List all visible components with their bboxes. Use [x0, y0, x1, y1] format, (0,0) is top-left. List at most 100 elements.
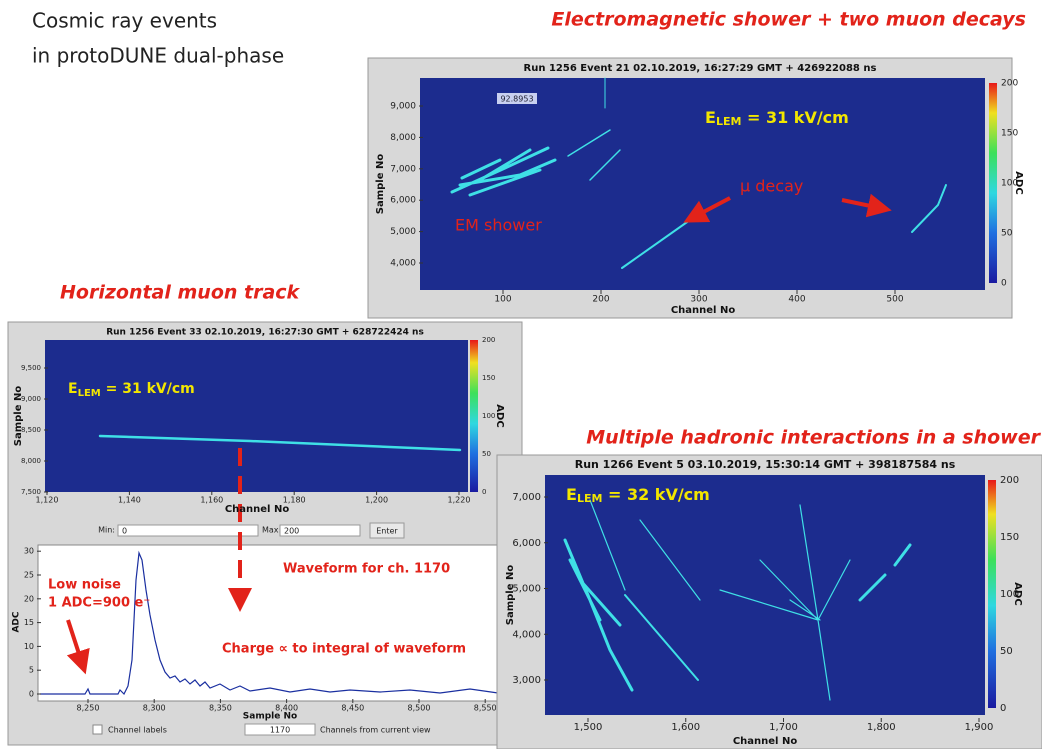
field-label: ELEM = 31 kV/cm	[68, 381, 195, 399]
y-tick-label: 15	[24, 618, 34, 627]
tracks	[450, 77, 947, 269]
field-symbol: E	[566, 485, 577, 504]
x-tick-label: 1,200	[365, 496, 388, 505]
x-tick-label: 1,160	[200, 496, 223, 505]
y-axis-label: ADC	[12, 611, 22, 632]
panel-heading: Multiple hadronic interactions in a show…	[586, 427, 1041, 449]
annotation: µ decay	[740, 177, 803, 196]
x-tick-label: 200	[592, 295, 609, 305]
x-tick-label: 1,120	[36, 496, 59, 505]
y-tick-label: 6,000	[390, 196, 416, 206]
event-display	[420, 78, 985, 290]
y-tick-label: 5,000	[390, 227, 416, 237]
tracks	[563, 499, 912, 701]
note: Waveform for ch. 1170	[283, 562, 450, 577]
x-tick-label: 8,250	[77, 704, 100, 713]
plot-title: Run 1256 Event 33 02.10.2019, 16:27:30 G…	[106, 328, 424, 338]
colorbar-tick-label: 200	[1001, 79, 1018, 89]
y-tick-label: 20	[24, 594, 34, 603]
y-tick-label: 0	[29, 690, 34, 699]
min-input[interactable]	[117, 524, 259, 537]
colorbar-label: ADC	[1013, 171, 1024, 194]
colorbar-tick-label: 50	[1000, 646, 1013, 657]
plot-title: Run 1256 Event 21 02.10.2019, 16:27:29 G…	[524, 63, 877, 74]
field-subscript: LEM	[577, 492, 602, 505]
x-tick-label: 400	[788, 295, 805, 305]
x-tick-label: 8,450	[341, 704, 364, 713]
colorbar-tick-label: 150	[482, 374, 495, 382]
colorbar-tick-label: 0	[1001, 279, 1007, 289]
x-axis-label: Sample No	[243, 712, 297, 722]
field-value: = 31 kV/cm	[741, 108, 848, 127]
field-symbol: E	[705, 108, 716, 127]
y-tick-label: 5,000	[512, 584, 541, 595]
y-tick-label: 10	[24, 642, 34, 651]
y-axis-label: Sample No	[375, 154, 386, 215]
colorbar-label: ADC	[494, 404, 505, 427]
x-tick-label: 300	[690, 295, 707, 305]
track	[589, 499, 851, 701]
y-tick-label: 7,000	[390, 164, 416, 174]
y-tick-label: 7,000	[512, 492, 541, 503]
field-subscript: LEM	[78, 388, 101, 399]
x-tick-label: 1,500	[574, 722, 603, 733]
em-shower	[450, 146, 557, 197]
x-tick-label: 1,900	[965, 722, 994, 733]
y-axis-label: Sample No	[13, 386, 24, 447]
y-tick-label: 8,500	[21, 426, 41, 434]
colorbar-tick-label: 200	[1000, 475, 1019, 486]
colorbar-tick-label: 100	[1001, 179, 1018, 189]
arrow	[66, 619, 90, 675]
colorbar	[989, 83, 997, 283]
x-tick-label: 8,350	[209, 704, 232, 713]
event-display	[545, 475, 985, 715]
track	[858, 543, 912, 602]
x-tick-label: 1,600	[671, 722, 700, 733]
y-tick-label: 3,000	[512, 675, 541, 686]
x-tick-label: 100	[494, 295, 511, 305]
colorbar-tick-label: 50	[482, 450, 491, 458]
colorbar-tick-label: 200	[482, 336, 495, 344]
colorbar	[470, 340, 478, 492]
slide-subtitle: in protoDUNE dual-phase	[32, 44, 284, 68]
plot-title: Run 1266 Event 5 03.10.2019, 15:30:14 GM…	[575, 458, 956, 471]
arrow	[841, 193, 892, 218]
y-tick-label: 9,000	[390, 102, 416, 112]
panel-heading: Electromagnetic shower + two muon decays	[551, 9, 1026, 31]
y-tick-label: 9,500	[21, 364, 41, 372]
checkbox[interactable]	[92, 724, 103, 735]
colorbar-label: ADC	[1012, 582, 1023, 605]
min-label: Min:	[98, 526, 115, 535]
x-tick-label: 1,180	[283, 496, 306, 505]
button-label: Enter	[376, 527, 398, 536]
x-tick-label: 8,300	[143, 704, 166, 713]
y-tick-label: 4,000	[390, 259, 416, 269]
x-axis-label: Channel No	[225, 504, 290, 515]
field-symbol: E	[68, 381, 78, 397]
event-display	[45, 340, 468, 492]
annotation: EM shower	[455, 216, 542, 235]
x-tick-label: 1,700	[769, 722, 798, 733]
field-subscript: LEM	[716, 115, 741, 128]
enter-button[interactable]	[369, 522, 405, 539]
x-tick-label: 1,140	[118, 496, 141, 505]
min-value: 0	[122, 527, 127, 536]
y-tick-label: 25	[24, 571, 34, 580]
x-axis-label: Channel No	[733, 736, 798, 747]
max-value: 200	[284, 527, 299, 536]
note: Low noise	[48, 578, 121, 593]
colorbar-tick-label: 100	[482, 412, 495, 420]
field-label: ELEM = 32 kV/cm	[566, 485, 710, 506]
colorbar-tick-label: 150	[1000, 532, 1019, 543]
colorbar-tick-label: 0	[1000, 703, 1006, 714]
max-input[interactable]	[279, 524, 361, 537]
y-tick-label: 30	[24, 547, 34, 556]
checkbox-label: Channel labels	[108, 726, 167, 735]
arrow	[683, 196, 731, 223]
channel-input[interactable]	[244, 723, 316, 736]
field-label: ELEM = 31 kV/cm	[705, 108, 849, 129]
waveform-plot	[37, 544, 501, 702]
max-label: Max:	[262, 526, 281, 535]
hint: Channels from current view	[320, 726, 431, 735]
